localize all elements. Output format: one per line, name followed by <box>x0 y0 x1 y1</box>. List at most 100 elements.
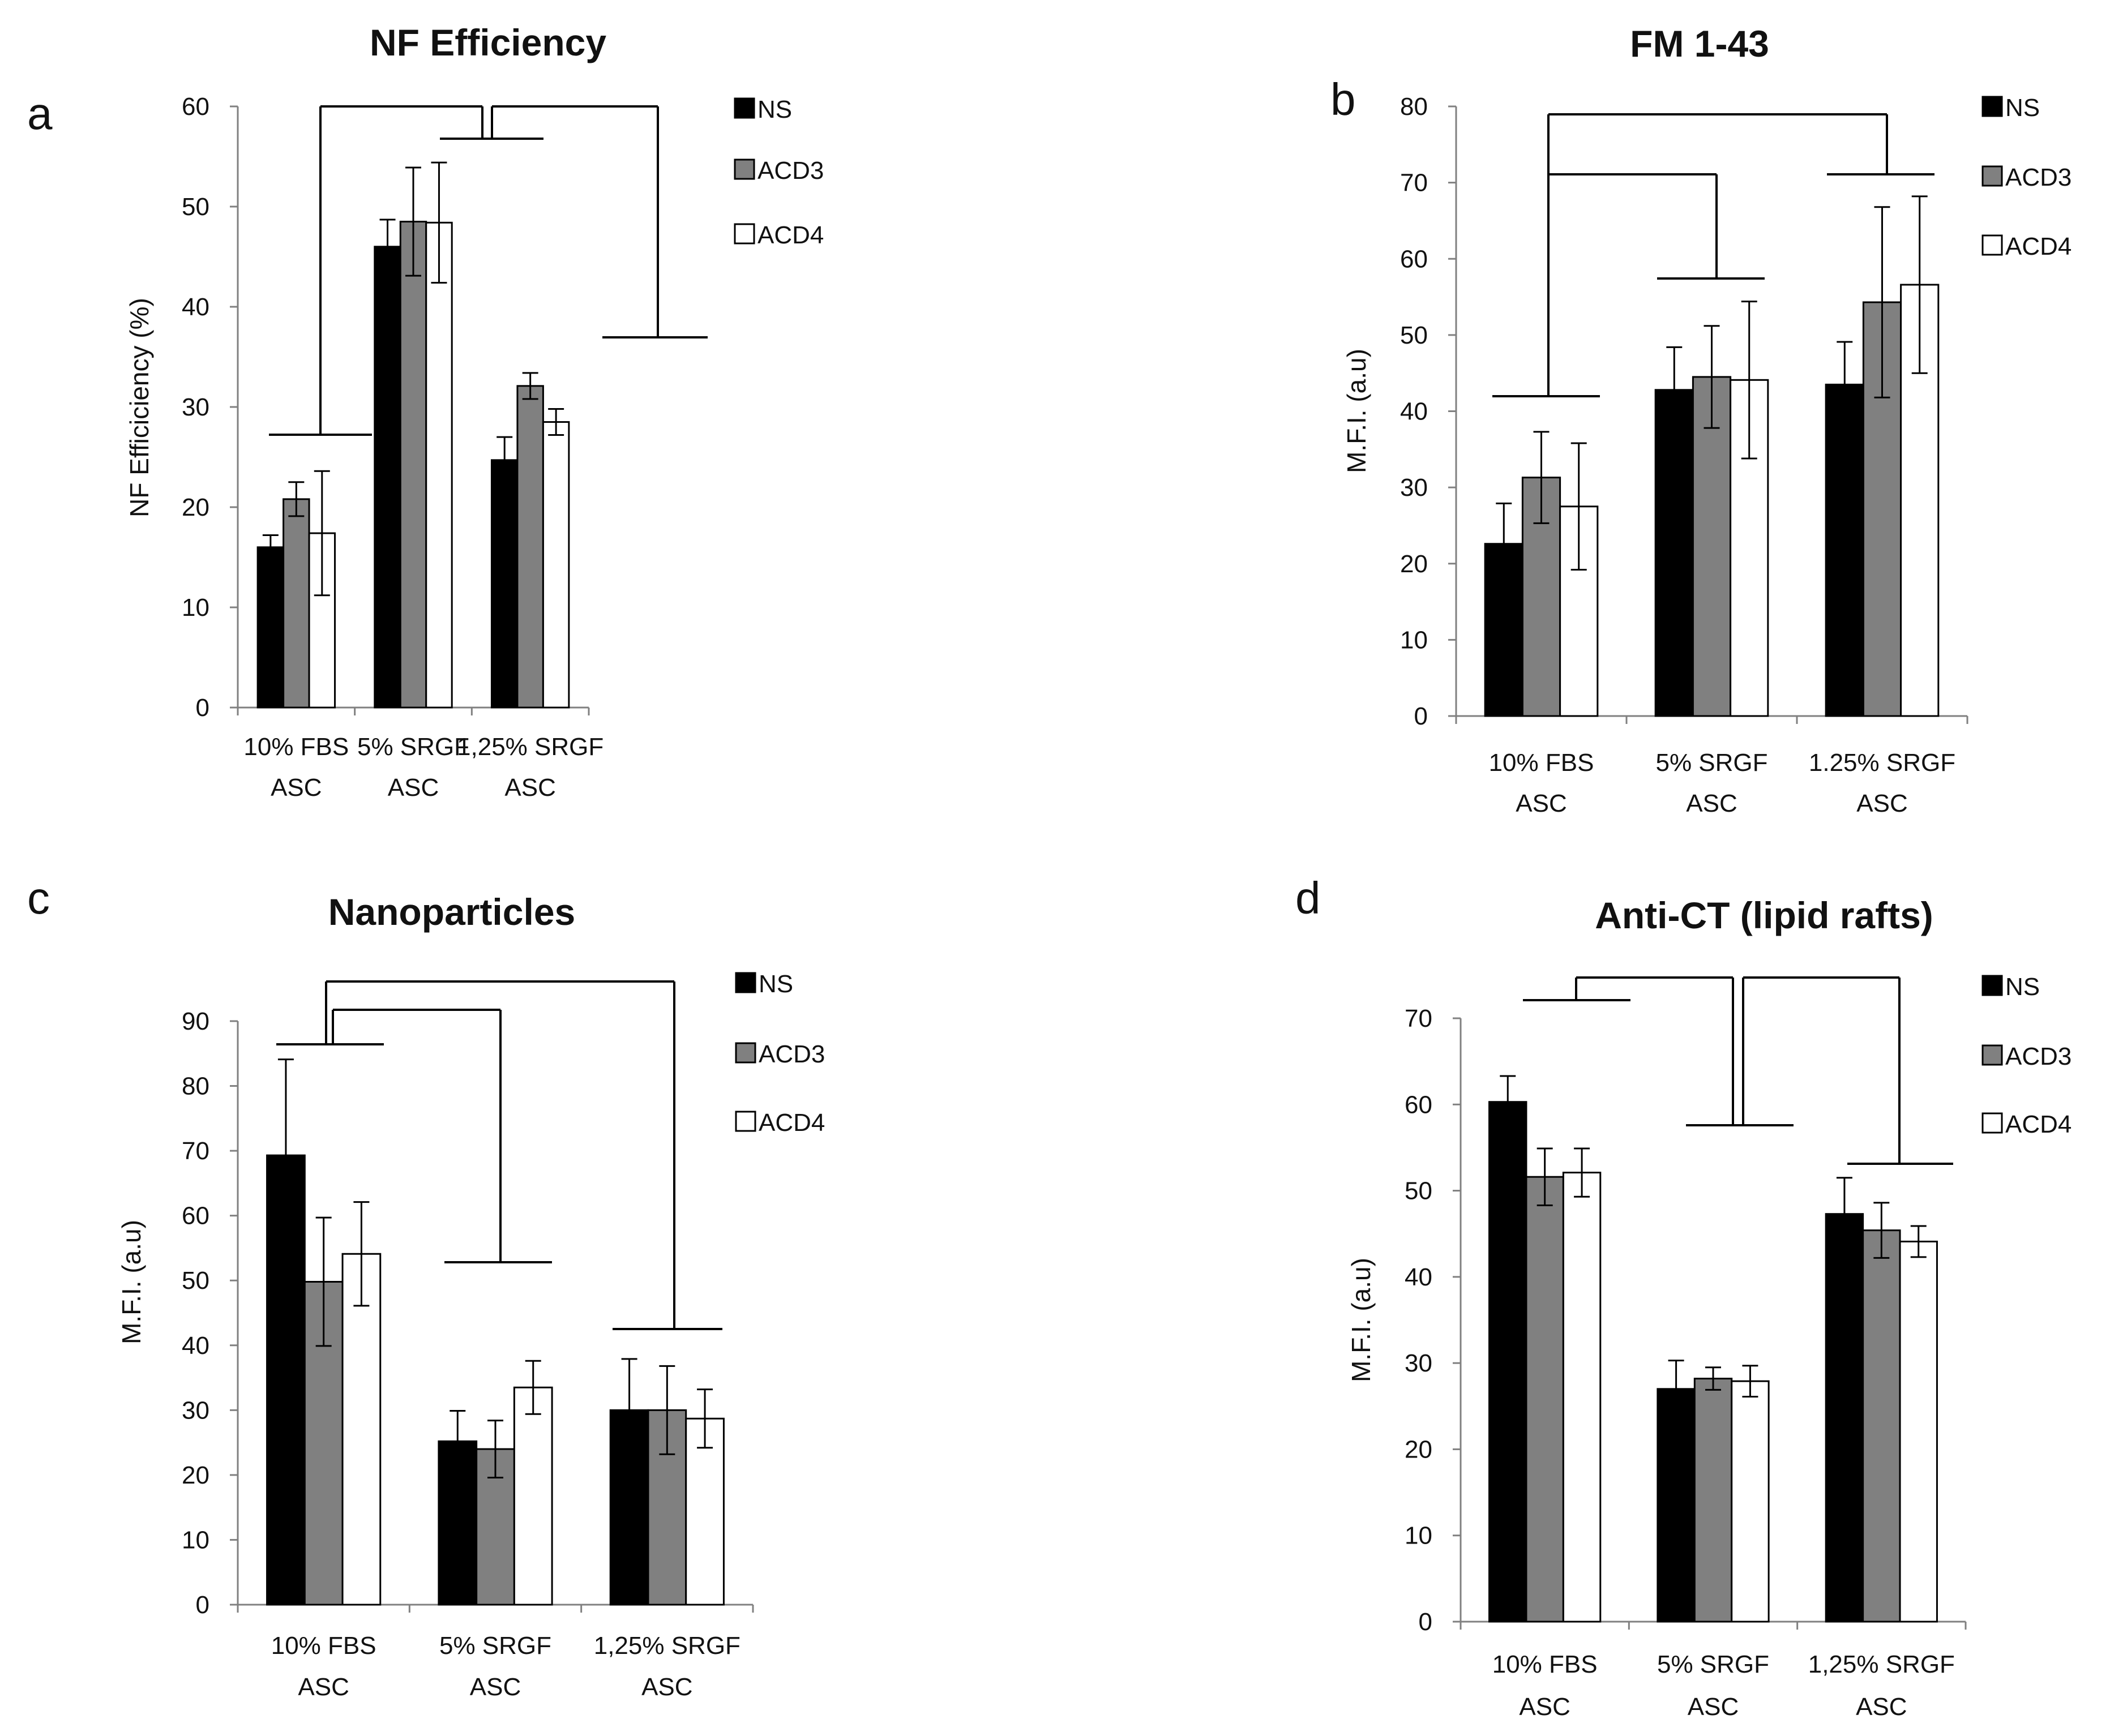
bar-acd4-1 <box>1562 1172 1602 1623</box>
y-tick-label: 40 <box>182 293 209 321</box>
x-category-label: ASC <box>388 774 439 801</box>
error-bar <box>1533 431 1550 524</box>
y-tick-label: 60 <box>1405 1091 1432 1118</box>
bar-ns-3 <box>1825 1213 1864 1623</box>
legend-label: ACD4 <box>757 221 824 249</box>
y-tick-label: 70 <box>182 1137 209 1165</box>
error-bar <box>315 1216 332 1347</box>
x-category-label: 5% SRGF <box>357 733 469 761</box>
chart-title: Nanoparticles <box>328 891 575 933</box>
bar-acd3-3 <box>1862 1229 1901 1623</box>
bar-acd3-2 <box>1693 1378 1733 1623</box>
chart-title: NF Efficiency <box>370 22 606 63</box>
error-bar <box>1500 1075 1516 1129</box>
legend-label: NS <box>757 96 792 123</box>
legend-label: ACD4 <box>759 1109 825 1137</box>
error-bar <box>1874 206 1890 398</box>
legend-label: ACD4 <box>2005 1111 2072 1138</box>
significance-bracket <box>1547 113 1934 175</box>
y-tick-label: 50 <box>1400 322 1428 349</box>
y-tick-label: 40 <box>182 1332 209 1360</box>
significance-bracket <box>440 105 659 337</box>
x-category-label: 10% FBS <box>271 1632 376 1660</box>
error-bar <box>277 1058 294 1253</box>
error-bar <box>1910 1225 1927 1258</box>
legend-label: NS <box>2005 94 2040 122</box>
y-tick-label: 80 <box>1400 93 1428 121</box>
y-axis-label: M.F.I. (a.u) <box>117 1220 146 1344</box>
error-bar <box>1741 301 1757 460</box>
y-tick-label: 60 <box>182 93 209 121</box>
error-bar <box>1668 1360 1684 1418</box>
x-category-label: 10% FBS <box>243 733 349 761</box>
bar-acd3-1 <box>1525 1176 1564 1623</box>
bar-ns-1 <box>256 546 285 709</box>
legend-swatch-acd4 <box>1981 234 2003 256</box>
legend-swatch-ns <box>1981 975 2003 996</box>
y-tick-label: 30 <box>182 393 209 421</box>
x-category-label: 5% SRGF <box>1657 1651 1769 1678</box>
bar-acd3-3 <box>516 385 544 709</box>
legend-label: ACD3 <box>759 1040 825 1068</box>
bar-acd4-1 <box>341 1253 382 1606</box>
x-category-label: 5% SRGF <box>1655 749 1767 777</box>
legend: NS ACD3 ACD4 <box>735 970 825 1137</box>
error-bar <box>288 481 305 517</box>
error-bar <box>1742 1365 1758 1398</box>
y-tick-label: 0 <box>196 694 209 722</box>
error-bar <box>1911 195 1928 374</box>
legend: NS ACD3 ACD4 <box>734 96 824 249</box>
legend-label: ACD4 <box>2005 233 2072 260</box>
x-category-label: ASC <box>1856 790 1907 817</box>
chart-title: FM 1-43 <box>1630 23 1769 65</box>
x-category-label: ASC <box>1519 1693 1570 1721</box>
bar-acd3-2 <box>1692 376 1732 717</box>
y-tick-label: 70 <box>1405 1005 1432 1032</box>
x-category-label: 1.25% SRGF <box>1809 749 1955 777</box>
panel-letter: a <box>27 88 53 139</box>
error-bar <box>314 470 330 597</box>
error-bar <box>1704 325 1720 429</box>
y-tick-label: 0 <box>196 1591 209 1619</box>
bar-ns-2 <box>374 246 401 709</box>
x-category-label: 1,25% SRGF <box>594 1632 741 1660</box>
y-tick-label: 10 <box>182 1526 209 1554</box>
legend-label: ACD3 <box>757 157 824 185</box>
y-axis-label: M.F.I. (a.u) <box>1346 1258 1376 1382</box>
y-axis-label: M.F.I. (a.u) <box>1342 349 1371 473</box>
significance-bracket <box>1742 976 1953 1165</box>
bar-ns-2 <box>1654 389 1694 717</box>
x-category-label: 10% FBS <box>1492 1651 1598 1678</box>
y-tick-label: 20 <box>1405 1435 1432 1463</box>
y-tick-label: 10 <box>1405 1522 1432 1550</box>
legend-swatch-acd3 <box>1981 165 2003 187</box>
x-category-label: 5% SRGF <box>439 1632 551 1660</box>
y-tick-label: 50 <box>182 193 209 221</box>
chart-title: Anti-CT (lipid rafts) <box>1595 894 1933 936</box>
x-category-label: ASC <box>504 774 555 801</box>
error-bar <box>522 372 538 400</box>
error-bar <box>1873 1202 1890 1259</box>
bar-acd4-3 <box>542 421 570 709</box>
error-bar <box>697 1388 713 1449</box>
significance-bracket <box>1523 976 1734 1125</box>
error-bar <box>1496 502 1512 585</box>
panel-letter: b <box>1330 74 1356 125</box>
y-tick-label: 70 <box>1400 169 1428 197</box>
y-tick-label: 80 <box>182 1073 209 1100</box>
legend-label: ACD3 <box>2005 1043 2072 1070</box>
error-bar <box>487 1420 503 1478</box>
bar-acd4-3 <box>1899 1240 1938 1623</box>
bar-acd3-2 <box>399 221 427 709</box>
significance-bracket <box>332 1009 552 1263</box>
legend-swatch-acd4 <box>735 1111 756 1132</box>
bar-ns-1 <box>1488 1101 1527 1623</box>
error-bar <box>1705 1366 1721 1391</box>
x-category-label: ASC <box>1688 1693 1739 1721</box>
legend-swatch-acd4 <box>1981 1112 2003 1134</box>
bar-ns-3 <box>1825 383 1864 717</box>
legend-label: ACD3 <box>2005 164 2072 191</box>
error-bar <box>1574 1147 1590 1198</box>
significance-bracket <box>276 980 675 1329</box>
